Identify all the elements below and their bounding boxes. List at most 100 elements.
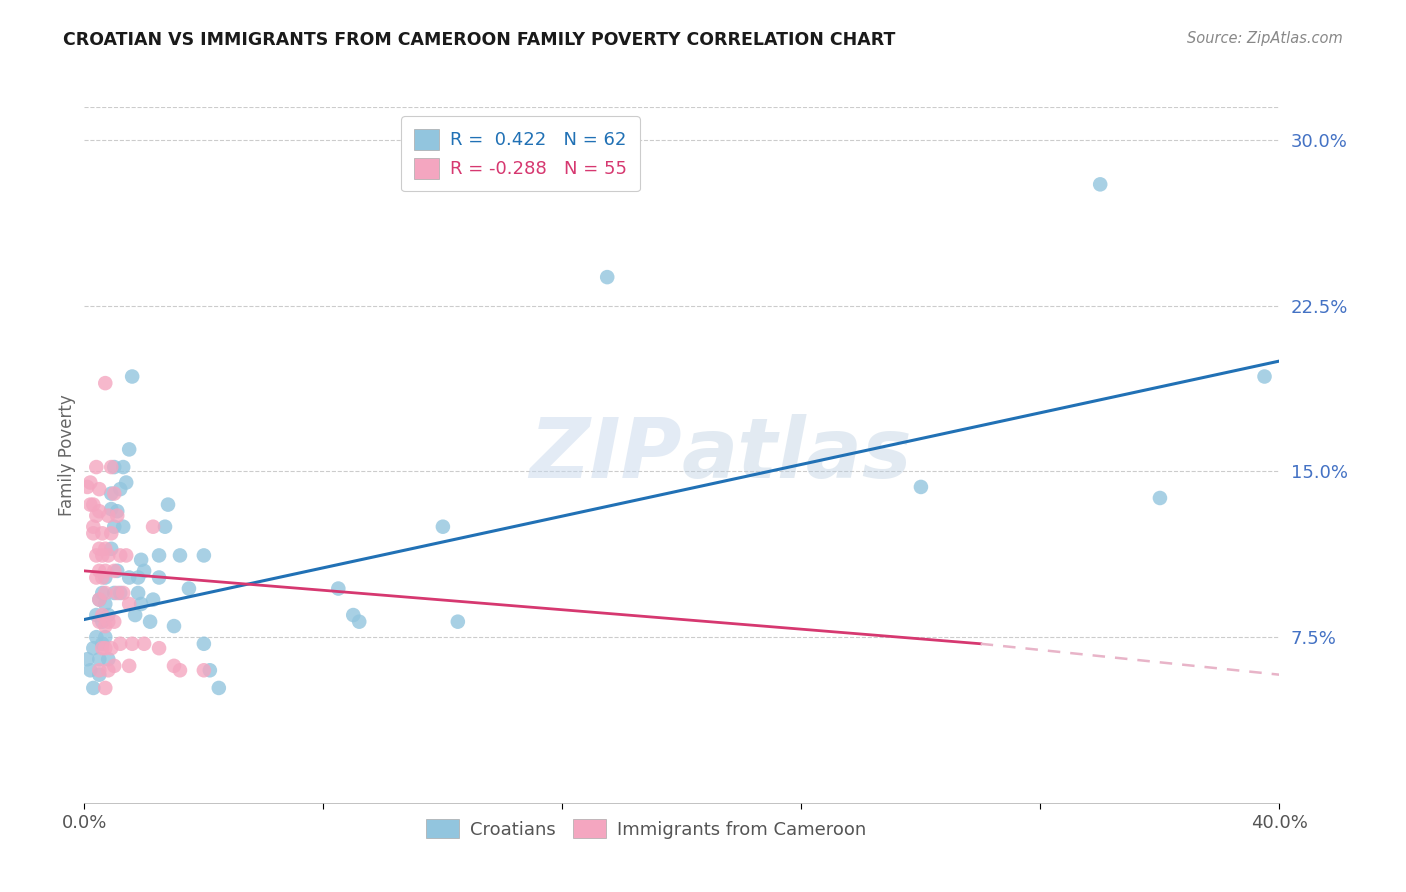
Point bbox=[97, 508, 120, 523]
Point bbox=[157, 498, 180, 512]
Point bbox=[82, 519, 104, 533]
Point bbox=[94, 641, 117, 656]
Point bbox=[91, 608, 114, 623]
Text: atlas: atlas bbox=[682, 415, 912, 495]
Point bbox=[94, 597, 117, 611]
Point bbox=[432, 519, 454, 533]
Point bbox=[97, 549, 120, 563]
Point bbox=[97, 615, 120, 629]
Point bbox=[97, 663, 120, 677]
Point bbox=[91, 586, 114, 600]
Point bbox=[94, 586, 117, 600]
Point bbox=[91, 637, 114, 651]
Point bbox=[79, 498, 101, 512]
Point bbox=[100, 460, 122, 475]
Point bbox=[97, 608, 120, 623]
Point bbox=[103, 615, 125, 629]
Point bbox=[127, 570, 149, 584]
Point bbox=[118, 442, 141, 457]
Text: CROATIAN VS IMMIGRANTS FROM CAMEROON FAMILY POVERTY CORRELATION CHART: CROATIAN VS IMMIGRANTS FROM CAMEROON FAM… bbox=[63, 31, 896, 49]
Point bbox=[121, 369, 143, 384]
Point bbox=[82, 681, 104, 695]
Point bbox=[129, 597, 152, 611]
Point bbox=[142, 519, 165, 533]
Point bbox=[910, 480, 932, 494]
Point bbox=[112, 460, 135, 475]
Point bbox=[103, 460, 125, 475]
Point bbox=[110, 586, 132, 600]
Point bbox=[103, 486, 125, 500]
Point bbox=[112, 586, 135, 600]
Point bbox=[100, 526, 122, 541]
Point bbox=[127, 586, 149, 600]
Point bbox=[100, 641, 122, 656]
Point bbox=[89, 667, 111, 681]
Point bbox=[79, 663, 101, 677]
Point bbox=[76, 652, 98, 666]
Point bbox=[129, 553, 152, 567]
Point bbox=[86, 630, 108, 644]
Point bbox=[447, 615, 470, 629]
Point bbox=[118, 658, 141, 673]
Point bbox=[86, 570, 108, 584]
Point bbox=[94, 541, 117, 556]
Point bbox=[91, 526, 114, 541]
Point bbox=[163, 658, 186, 673]
Point bbox=[91, 641, 114, 656]
Legend: Croatians, Immigrants from Cameroon: Croatians, Immigrants from Cameroon bbox=[419, 812, 873, 846]
Point bbox=[94, 570, 117, 584]
Point bbox=[1149, 491, 1171, 505]
Point bbox=[349, 615, 371, 629]
Point bbox=[89, 592, 111, 607]
Point bbox=[86, 608, 108, 623]
Point bbox=[112, 519, 135, 533]
Point bbox=[89, 615, 111, 629]
Point bbox=[110, 482, 132, 496]
Point bbox=[148, 641, 170, 656]
Point bbox=[89, 482, 111, 496]
Point bbox=[105, 586, 128, 600]
Point bbox=[153, 519, 176, 533]
Point bbox=[115, 475, 138, 490]
Point bbox=[103, 586, 125, 600]
Point bbox=[100, 502, 122, 516]
Point bbox=[89, 663, 111, 677]
Point bbox=[91, 570, 114, 584]
Point bbox=[94, 376, 117, 391]
Point bbox=[1090, 178, 1112, 192]
Point bbox=[148, 549, 170, 563]
Point bbox=[193, 663, 215, 677]
Point bbox=[89, 504, 111, 518]
Point bbox=[132, 564, 156, 578]
Point bbox=[342, 608, 364, 623]
Point bbox=[198, 663, 221, 677]
Point bbox=[94, 630, 117, 644]
Point bbox=[94, 619, 117, 633]
Point bbox=[103, 658, 125, 673]
Point bbox=[193, 549, 215, 563]
Point bbox=[91, 615, 114, 629]
Point bbox=[142, 592, 165, 607]
Point bbox=[163, 619, 186, 633]
Text: Source: ZipAtlas.com: Source: ZipAtlas.com bbox=[1187, 31, 1343, 46]
Point bbox=[169, 663, 191, 677]
Point bbox=[110, 637, 132, 651]
Point bbox=[89, 592, 111, 607]
Point bbox=[1253, 369, 1275, 384]
Point bbox=[208, 681, 231, 695]
Point bbox=[103, 519, 125, 533]
Point bbox=[124, 608, 146, 623]
Point bbox=[97, 652, 120, 666]
Point bbox=[193, 637, 215, 651]
Point bbox=[105, 508, 128, 523]
Point bbox=[139, 615, 162, 629]
Point bbox=[596, 270, 619, 285]
Point bbox=[100, 541, 122, 556]
Point bbox=[89, 564, 111, 578]
Point bbox=[82, 498, 104, 512]
Point bbox=[89, 652, 111, 666]
Point bbox=[169, 549, 191, 563]
Point bbox=[100, 486, 122, 500]
Point bbox=[94, 681, 117, 695]
Point bbox=[82, 526, 104, 541]
